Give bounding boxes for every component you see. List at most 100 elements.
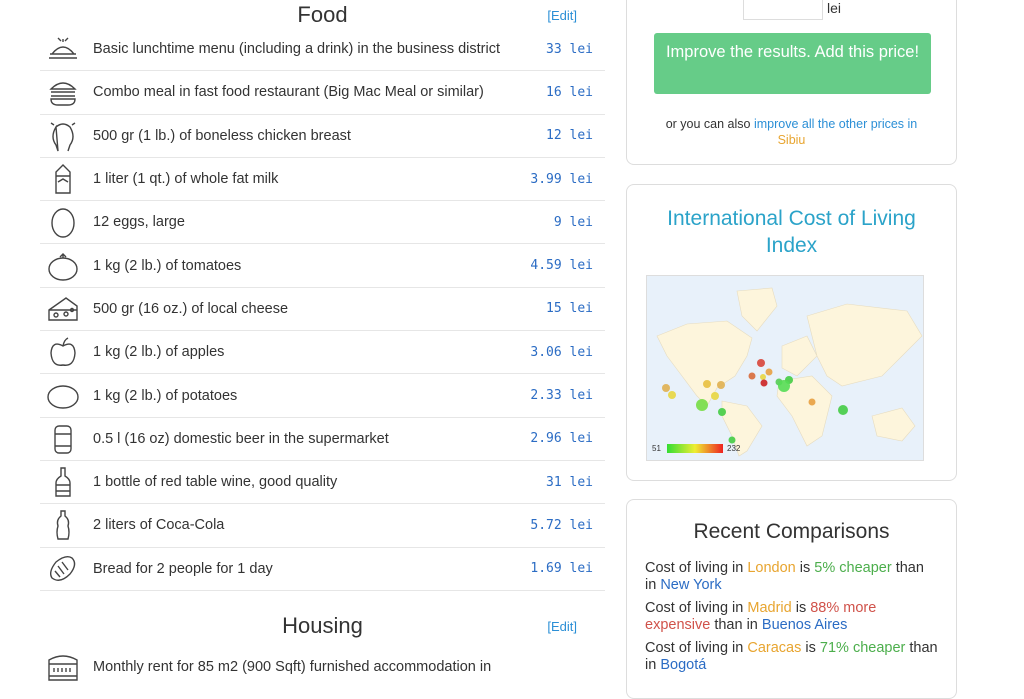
wine-icon [40, 465, 86, 499]
city-marker [711, 392, 719, 400]
city-marker [757, 359, 765, 367]
food-edit-link[interactable]: [Edit] [547, 8, 577, 23]
list-item: 1 liter (1 qt.) of whole fat milk 3.99 l… [40, 158, 605, 202]
legend-min: 51 [652, 444, 661, 453]
difference: 5% cheaper [814, 560, 892, 576]
legend-max: 232 [727, 444, 741, 453]
list-item: 500 gr (1 lb.) of boneless chicken breas… [40, 115, 605, 158]
price-list: Food [Edit] Basic lunchtime menu (includ… [40, 0, 605, 688]
chicken-icon [40, 119, 86, 153]
item-name: 500 gr (1 lb.) of boneless chicken breas… [93, 127, 351, 144]
list-item: Monthly rent for 85 m2 (900 Sqft) furnis… [40, 645, 605, 688]
lunch-icon [40, 32, 86, 66]
cheese-icon [40, 292, 86, 326]
city-marker [728, 436, 736, 444]
city-marker [760, 379, 768, 387]
recent-comparisons-card: Recent Comparisons Cost of living in Lon… [626, 499, 957, 699]
cola-icon [40, 508, 86, 542]
item-name: 0.5 l (16 oz) domestic beer in the super… [93, 430, 389, 447]
city-marker [808, 398, 816, 406]
list-item: 2 liters of Coca-Cola 5.72 lei [40, 504, 605, 548]
list-item: 1 kg (2 lb.) of potatoes 2.33 lei [40, 374, 605, 418]
item-name: 1 kg (2 lb.) of apples [93, 344, 225, 361]
comparison-item: Cost of living in Caracas is 71% cheaper… [645, 640, 938, 673]
list-item: Bread for 2 people for 1 day 1.69 lei [40, 548, 605, 591]
list-item: 1 bottle of red table wine, good quality… [40, 461, 605, 505]
improve-prices-link[interactable]: improve all the other prices in Sibiu [753, 117, 918, 147]
milk-icon [40, 162, 86, 196]
item-name: 1 liter (1 qt.) of whole fat milk [93, 171, 279, 188]
also-text: or you can also improve all the other pr… [665, 117, 918, 147]
city-link[interactable]: Buenos Aires [761, 617, 848, 633]
city-marker [778, 380, 790, 392]
city-link[interactable]: New York [660, 577, 722, 593]
add-price-card: lei Improve the results. Add this price!… [626, 0, 957, 165]
potato-icon [40, 379, 86, 413]
item-name: 2 liters of Coca-Cola [93, 517, 225, 534]
item-price: 16 lei [546, 84, 593, 100]
list-item: 0.5 l (16 oz) domestic beer in the super… [40, 418, 605, 461]
list-item: 1 kg (2 lb.) of apples 3.06 lei [40, 331, 605, 375]
housing-title: Housing [282, 612, 363, 638]
item-price: 5.72 lei [530, 517, 593, 533]
city-link[interactable]: Bogotá [660, 657, 707, 673]
continents [656, 287, 923, 457]
item-name: 1 bottle of red table wine, good quality [93, 474, 338, 491]
item-price: 1.69 lei [530, 561, 593, 577]
city-link[interactable]: Caracas [747, 640, 802, 656]
beer-icon [40, 422, 86, 456]
apple-icon [40, 335, 86, 369]
item-price: 2.96 lei [530, 431, 593, 447]
tomato-icon [40, 249, 86, 283]
index-title[interactable]: International Cost of Living Index [667, 207, 916, 257]
city-marker [696, 399, 708, 411]
city-marker [760, 374, 766, 380]
add-price-button[interactable]: Improve the results. Add this price! [654, 33, 931, 94]
food-section-header: Food [Edit] [40, 0, 605, 28]
item-price: 3.99 lei [530, 171, 593, 187]
city-marker [662, 384, 670, 392]
difference: 71% cheaper [819, 640, 906, 656]
item-name: 500 gr (16 oz.) of local cheese [93, 300, 289, 317]
comparison-item: Cost of living in London is 5% cheaper t… [645, 560, 924, 593]
egg-icon [40, 205, 86, 239]
recent-title: Recent Comparisons [693, 520, 890, 543]
item-price: 2.33 lei [530, 388, 593, 404]
city-marker [765, 368, 773, 376]
list-item: Combo meal in fast food restaurant (Big … [40, 71, 605, 115]
cost-index-card: International Cost of Living Index 51 23… [626, 184, 957, 481]
item-price: 31 lei [546, 474, 593, 490]
list-item: Basic lunchtime menu (including a drink)… [40, 28, 605, 72]
city-marker [718, 408, 726, 416]
building-icon [40, 650, 86, 684]
city-marker [838, 405, 848, 415]
item-price: 3.06 lei [530, 344, 593, 360]
world-map[interactable]: 51 232 [646, 275, 924, 461]
food-title: Food [297, 2, 348, 27]
comparison-item: Cost of living in Madrid is 88% more exp… [645, 600, 877, 633]
housing-section-header: Housing [Edit] [40, 611, 605, 645]
currency-label: lei [827, 0, 842, 16]
item-name: Combo meal in fast food restaurant (Big … [93, 84, 484, 101]
item-name: Monthly rent for 85 m2 (900 Sqft) furnis… [93, 658, 492, 675]
city-link[interactable]: Madrid [747, 600, 792, 616]
city-marker [748, 372, 756, 380]
item-price: 9 lei [553, 214, 593, 230]
legend-scale [667, 444, 723, 453]
housing-edit-link[interactable]: [Edit] [547, 618, 577, 634]
city-marker [668, 391, 676, 399]
item-price: 4.59 lei [530, 258, 593, 274]
price-input[interactable] [743, 0, 823, 20]
difference: 88% more expensive [645, 600, 877, 633]
item-price: 12 lei [546, 128, 593, 144]
list-item: 1 kg (2 lb.) of tomatoes 4.59 lei [40, 244, 605, 288]
item-price: 15 lei [546, 301, 593, 317]
item-name: 1 kg (2 lb.) of tomatoes [93, 257, 242, 274]
city-marker [703, 380, 711, 388]
item-name: Bread for 2 people for 1 day [93, 560, 273, 577]
burger-icon [40, 75, 86, 109]
item-name: 1 kg (2 lb.) of potatoes [93, 387, 238, 404]
item-name: 12 eggs, large [93, 214, 185, 231]
city-link[interactable]: London [747, 560, 796, 576]
list-item: 500 gr (16 oz.) of local cheese 15 lei [40, 288, 605, 332]
